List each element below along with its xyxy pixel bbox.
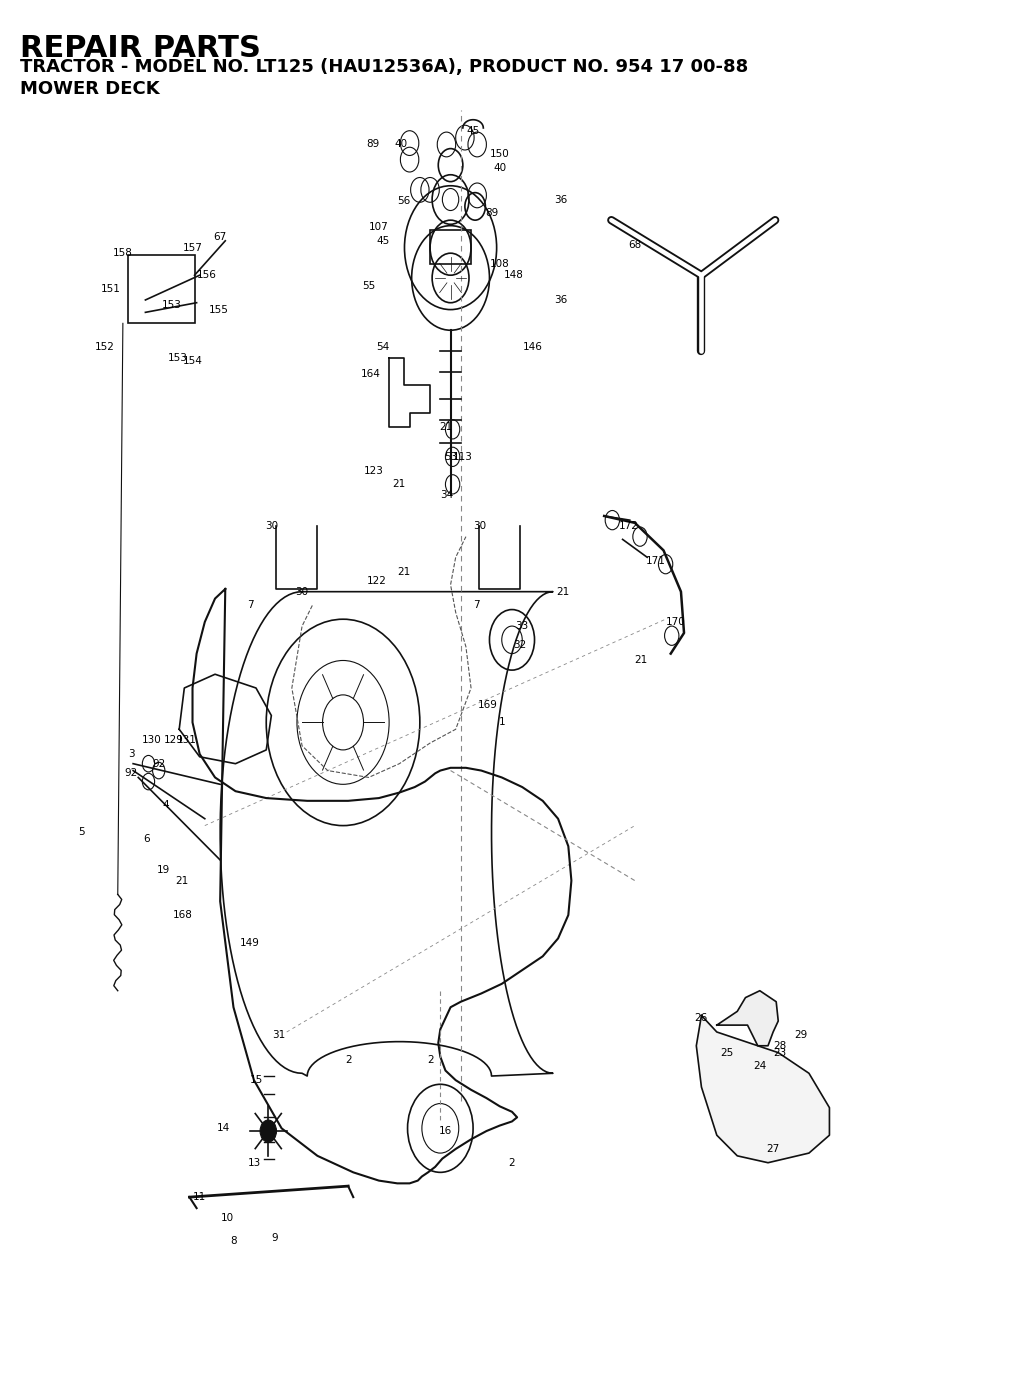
Text: 40: 40 [395, 139, 408, 150]
Text: 130: 130 [141, 735, 162, 746]
Text: 150: 150 [489, 149, 510, 160]
Text: 36: 36 [555, 194, 567, 205]
Text: 21: 21 [397, 567, 410, 578]
Text: 131: 131 [176, 735, 197, 746]
Text: 36: 36 [555, 294, 567, 305]
Text: 54: 54 [377, 341, 389, 352]
Text: 164: 164 [360, 369, 381, 380]
Text: 27: 27 [767, 1143, 779, 1154]
Text: 7: 7 [248, 600, 254, 611]
Text: 2: 2 [509, 1157, 515, 1168]
Text: TRACTOR - MODEL NO. LT125 (HAU12536A), PRODUCT NO. 954 17 00-88: TRACTOR - MODEL NO. LT125 (HAU12536A), P… [20, 58, 749, 76]
Text: REPAIR PARTS: REPAIR PARTS [20, 34, 261, 63]
Text: 24: 24 [754, 1061, 766, 1072]
Text: 154: 154 [182, 355, 203, 366]
Text: 156: 156 [197, 270, 217, 281]
Text: 108: 108 [489, 259, 510, 270]
Text: 30: 30 [473, 520, 485, 531]
Text: 25: 25 [721, 1047, 733, 1058]
Text: 13: 13 [248, 1157, 260, 1168]
Text: 21: 21 [393, 479, 406, 490]
Text: 148: 148 [504, 270, 524, 281]
Polygon shape [717, 991, 778, 1046]
Text: 168: 168 [172, 910, 193, 921]
Text: 169: 169 [477, 699, 498, 710]
Text: 16: 16 [439, 1126, 452, 1137]
Text: 21: 21 [635, 655, 647, 666]
Bar [128, 255, 195, 323]
Text: 68: 68 [629, 239, 641, 250]
Text: 28: 28 [774, 1040, 786, 1051]
Circle shape [260, 1120, 276, 1142]
Text: 14: 14 [217, 1123, 229, 1134]
Text: 10: 10 [221, 1212, 233, 1223]
Text: 31: 31 [272, 1029, 285, 1040]
Text: 151: 151 [100, 283, 121, 294]
Text: 155: 155 [209, 304, 229, 315]
Text: 3: 3 [128, 749, 134, 760]
Text: 34: 34 [440, 490, 453, 501]
Text: 8: 8 [230, 1236, 237, 1247]
Text: 1: 1 [499, 717, 505, 728]
Text: 2: 2 [345, 1054, 351, 1065]
Text: 56: 56 [397, 195, 410, 206]
Polygon shape [696, 1015, 829, 1163]
Text: 89: 89 [367, 139, 379, 150]
Text: 40: 40 [494, 162, 506, 173]
Text: 152: 152 [94, 341, 115, 352]
Text: 172: 172 [618, 520, 639, 531]
Text: 146: 146 [522, 341, 543, 352]
Text: 170: 170 [666, 616, 686, 627]
Text: 30: 30 [296, 586, 308, 597]
Text: 67: 67 [214, 231, 226, 242]
Text: 11: 11 [194, 1192, 206, 1203]
Text: 7: 7 [473, 600, 479, 611]
Text: 21: 21 [439, 421, 452, 432]
Text: 2: 2 [427, 1054, 433, 1065]
Text: MOWER DECK: MOWER DECK [20, 80, 160, 98]
Text: 5: 5 [79, 827, 85, 838]
Text: 45: 45 [377, 235, 389, 246]
Text: 21: 21 [176, 875, 188, 886]
Text: 33: 33 [516, 621, 528, 632]
Text: 32: 32 [514, 640, 526, 651]
Text: 26: 26 [694, 1013, 707, 1024]
Text: 153: 153 [168, 352, 188, 363]
Text: 123: 123 [364, 465, 384, 476]
Text: 55: 55 [362, 281, 375, 292]
Text: 158: 158 [113, 248, 133, 259]
Text: 4: 4 [163, 799, 169, 810]
Text: 153: 153 [162, 300, 182, 311]
Bar [430, 230, 471, 264]
Text: 15: 15 [250, 1075, 262, 1086]
Text: 92: 92 [153, 758, 165, 769]
Text: 113: 113 [453, 451, 473, 462]
Text: 107: 107 [369, 222, 389, 233]
Text: 6: 6 [143, 834, 150, 845]
Text: 129: 129 [164, 735, 184, 746]
Text: 92: 92 [125, 768, 137, 779]
Text: 29: 29 [795, 1029, 807, 1040]
Text: 23: 23 [774, 1047, 786, 1058]
Text: 171: 171 [645, 556, 666, 567]
Text: 45: 45 [467, 125, 479, 136]
Text: 19: 19 [158, 864, 170, 875]
Text: 53: 53 [444, 451, 457, 462]
Text: 9: 9 [271, 1233, 278, 1244]
Text: 30: 30 [265, 520, 278, 531]
Text: 21: 21 [557, 586, 569, 597]
Text: 157: 157 [182, 242, 203, 253]
Text: 89: 89 [485, 208, 498, 219]
Text: 122: 122 [367, 575, 387, 586]
Text: 149: 149 [240, 937, 260, 948]
